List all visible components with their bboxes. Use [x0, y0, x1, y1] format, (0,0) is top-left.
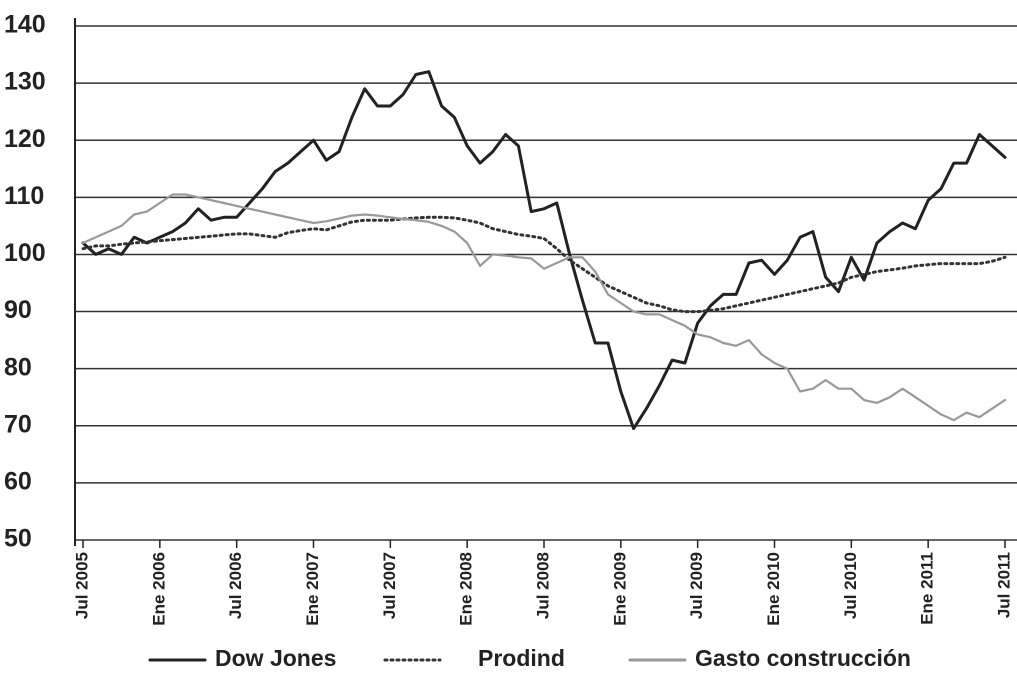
legend-label: Gasto construcción	[695, 645, 911, 671]
y-tick-label: 140	[4, 11, 46, 39]
y-tick-label: 70	[4, 410, 32, 438]
y-tick-label: 110	[4, 182, 44, 210]
x-tick-label: Ene 2009	[610, 552, 629, 626]
x-tick-label: Ene 2008	[457, 552, 476, 626]
y-tick-label: 100	[4, 239, 46, 267]
series-line	[81, 70, 1007, 431]
series-line	[81, 193, 1007, 422]
x-tick-label: Jul 2006	[226, 552, 245, 619]
y-tick-label: 60	[4, 467, 32, 495]
x-tick-label: Jul 2010	[841, 552, 860, 619]
legend-label: Dow Jones	[215, 645, 336, 671]
series-line	[81, 215, 1007, 314]
x-tick-label: Ene 2007	[303, 552, 322, 626]
legend-label: Prodind	[478, 645, 565, 671]
x-tick-label: Ene 2006	[149, 552, 168, 626]
x-tick-label: Jul 2008	[533, 552, 552, 619]
x-tick-label: Ene 2010	[764, 552, 783, 626]
x-tick-label: Jul 2009	[687, 552, 706, 619]
x-tick-label: Jul 2011	[994, 552, 1013, 618]
y-tick-label: 80	[4, 353, 32, 381]
y-tick-label: 50	[4, 525, 32, 553]
x-tick-label: Jul 2005	[72, 552, 91, 619]
x-tick-label: Jul 2007	[380, 552, 399, 619]
y-tick-label: 130	[4, 68, 46, 96]
y-tick-label: 90	[4, 296, 32, 324]
y-tick-label: 120	[4, 125, 46, 153]
x-tick-label: Ene 2011	[918, 552, 937, 625]
